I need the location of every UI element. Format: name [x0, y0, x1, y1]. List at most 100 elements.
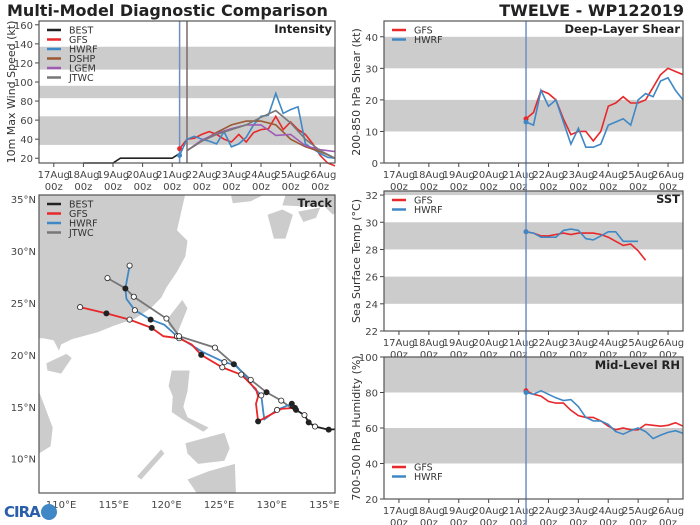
series-hwrf-line	[525, 76, 684, 148]
hainan-land	[46, 353, 72, 374]
x-tick-label: 00z	[74, 182, 92, 193]
track-gfs-line	[79, 306, 297, 423]
y-tick-label: 120	[14, 59, 33, 70]
x-tick-label: 00z	[539, 182, 557, 193]
logo-globe-icon	[40, 503, 57, 520]
y-tick-label: 100	[359, 353, 378, 364]
series-jtwc-line	[186, 109, 336, 159]
korea-land	[231, 195, 264, 204]
y-tick-label: 0	[372, 159, 378, 170]
x-tick-label: 22Aug	[532, 170, 564, 181]
track-jtwc-marker	[122, 285, 129, 292]
track-gfs-marker	[219, 364, 226, 371]
x-tick-label: 00z	[629, 518, 647, 525]
lon-tick-label: 110°E	[46, 500, 76, 511]
x-tick-label: 00z	[510, 350, 528, 361]
plot-frame	[383, 20, 684, 164]
x-tick-label: 23Aug	[562, 338, 594, 349]
y-axis-label: Sea Surface Temp (°C)	[350, 199, 363, 323]
x-tick-label: 23Aug	[562, 170, 594, 181]
track-gfs-marker	[103, 310, 110, 317]
palawan-land	[137, 449, 165, 480]
lat-tick-label: 25°N	[11, 299, 36, 310]
y-tick-label: 28	[365, 245, 378, 256]
track-best-marker	[301, 412, 308, 419]
x-tick-label: 21Aug	[502, 170, 534, 181]
track-jtwc-marker	[247, 376, 254, 383]
x-tick-label: 00z	[420, 350, 438, 361]
lon-tick-label: 125°E	[204, 500, 234, 511]
y-tick-label: 24	[365, 300, 378, 311]
x-tick-label: 20Aug	[473, 338, 505, 349]
track-best-marker	[305, 419, 312, 426]
panel-title: Track	[298, 196, 333, 210]
legend-label: BEST	[69, 26, 94, 37]
lat-tick-label: 20°N	[11, 351, 36, 362]
x-tick-label: 00z	[163, 182, 181, 193]
y-tick-label: 160	[14, 21, 33, 32]
x-tick-label: 00z	[599, 518, 617, 525]
shaded-band	[384, 428, 683, 464]
track-gfs-marker	[291, 404, 298, 411]
sst-panel: 22242628303217Aug00z18Aug00z19Aug00z20Au…	[350, 190, 684, 361]
x-tick-label: 26Aug	[652, 338, 684, 349]
x-tick-label: 00z	[539, 350, 557, 361]
kyushu-land	[267, 209, 293, 239]
x-tick-label: 00z	[510, 518, 528, 525]
x-tick-label: 17Aug	[383, 170, 415, 181]
y-tick-label: 40	[365, 33, 378, 44]
x-tick-label: 00z	[450, 518, 468, 525]
track-jtwc-marker	[130, 293, 137, 300]
y-axis-label: 10m Max Wind Speed (kt)	[5, 21, 18, 164]
x-tick-label: 17Aug	[383, 506, 415, 517]
lon-tick-label: 120°E	[151, 500, 181, 511]
page-title: Multi-Model Diagnostic Comparison	[7, 1, 328, 20]
lat-tick-label: 10°N	[11, 455, 36, 466]
lon-tick-label: 130°E	[257, 500, 287, 511]
track-gfs-marker	[255, 418, 262, 425]
x-tick-label: 00z	[45, 182, 63, 193]
track-hwrf-marker	[126, 262, 133, 269]
series-gfs-line	[525, 231, 647, 261]
logo-text: CIRA	[4, 502, 41, 521]
x-tick-label: 00z	[252, 182, 270, 193]
panel-title: SST	[656, 192, 680, 206]
track-gfs-marker	[198, 351, 205, 358]
x-tick-label: 00z	[599, 350, 617, 361]
y-tick-label: 80	[365, 389, 378, 400]
x-tick-label: 21Aug	[156, 170, 188, 181]
visayas-land	[185, 432, 230, 464]
track-hwrf-marker	[258, 392, 265, 399]
track-hwrf-marker	[131, 307, 138, 314]
series-gfs-start-point	[177, 146, 183, 152]
y-tick-label: 20	[365, 495, 378, 506]
y-tick-label: 80	[20, 97, 33, 108]
x-tick-label: 00z	[420, 518, 438, 525]
x-tick-label: 00z	[510, 182, 528, 193]
x-tick-label: 00z	[629, 182, 647, 193]
track-jtwc-marker	[163, 315, 170, 322]
shaded-band	[384, 222, 683, 250]
track-jtwc-marker	[263, 389, 270, 396]
legend-label: HWRF	[69, 45, 98, 56]
legend-label: GFS	[69, 209, 88, 220]
x-tick-label: 17Aug	[38, 170, 70, 181]
china-land	[39, 195, 188, 351]
x-tick-label: 20Aug	[473, 506, 505, 517]
legend-label: HWRF	[414, 35, 443, 46]
plot-frame	[383, 190, 684, 332]
shaded-band	[384, 36, 683, 69]
x-tick-label: 23Aug	[562, 506, 594, 517]
track-best-marker	[325, 426, 332, 433]
x-tick-label: 00z	[390, 350, 408, 361]
x-tick-label: 00z	[629, 350, 647, 361]
y-tick-label: 10	[365, 127, 378, 138]
track-hwrf-marker	[274, 406, 281, 413]
y-tick-label: 30	[365, 64, 378, 75]
legend-label: HWRF	[69, 219, 98, 230]
x-tick-label: 19Aug	[443, 338, 475, 349]
track-hwrf-marker	[288, 400, 295, 407]
storm-title: TWELVE - WP122019	[499, 1, 684, 20]
x-tick-label: 24Aug	[592, 506, 624, 517]
lon-tick-label: 135°E	[309, 500, 339, 511]
